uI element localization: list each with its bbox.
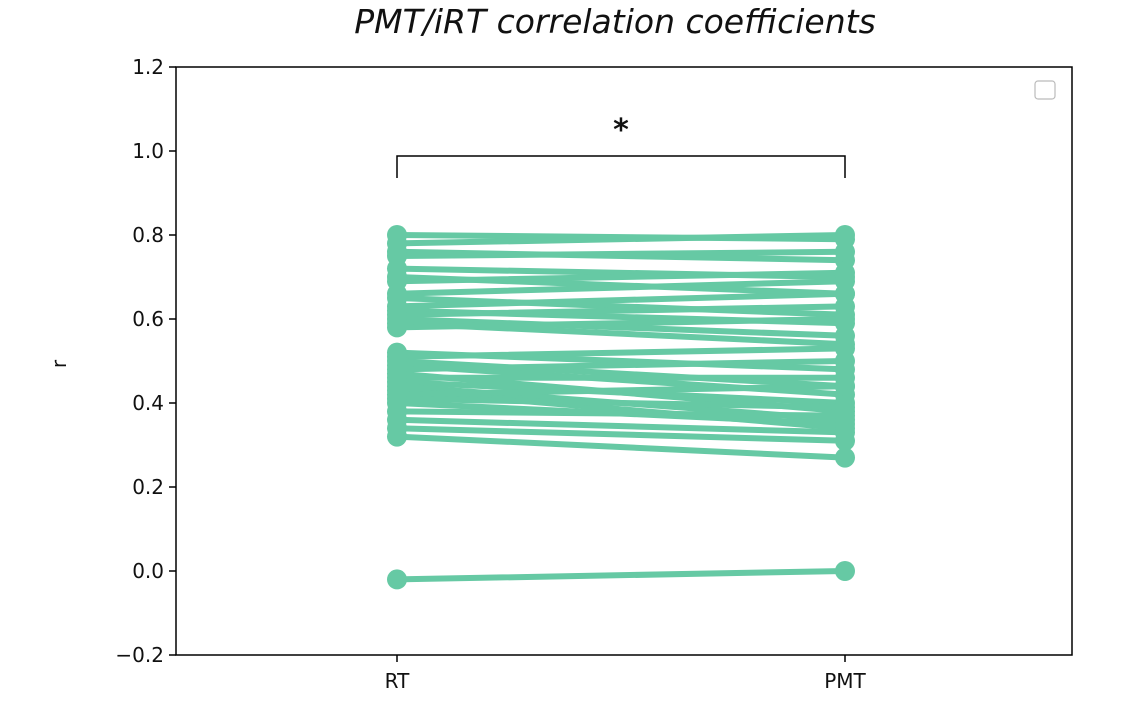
subject-line — [394, 316, 848, 331]
rt-point — [387, 569, 407, 590]
significance-bracket — [396, 155, 846, 178]
series-lines — [394, 232, 848, 583]
subject-line — [394, 416, 848, 436]
pmt-point — [835, 309, 855, 329]
subject-line — [394, 345, 848, 360]
x-tick-label: PMT — [824, 669, 866, 693]
plot-frame — [175, 66, 1073, 656]
pmt-point — [835, 405, 855, 426]
x-axis: RT PMT — [385, 655, 867, 693]
y-tick-label: 0.8 — [132, 223, 164, 247]
y-tick-label: 0.0 — [132, 559, 164, 583]
subject-line — [394, 425, 848, 444]
subject-line — [394, 395, 848, 411]
subject-line — [394, 232, 848, 247]
y-tick-label: 0.6 — [132, 307, 164, 331]
y-tick-label: 1.0 — [132, 139, 164, 163]
y-axis-label: r — [47, 359, 71, 368]
pmt-point — [835, 376, 855, 397]
y-tick-label: 0.2 — [132, 475, 164, 499]
subject-line — [394, 433, 848, 461]
x-tick-label: RT — [385, 669, 410, 693]
subject-line — [394, 278, 848, 297]
subject-line — [394, 303, 848, 318]
y-tick-label: 0.4 — [132, 391, 164, 415]
subject-line — [394, 295, 848, 318]
pmt-point — [835, 241, 855, 262]
subject-line — [394, 290, 848, 310]
y-tick-label: −0.2 — [115, 643, 164, 667]
subject-line — [394, 358, 848, 373]
subject-line — [394, 568, 848, 583]
subject-line — [394, 269, 848, 285]
legend-box[interactable] — [1034, 80, 1056, 100]
subject-line — [394, 248, 848, 259]
subject-line — [394, 383, 848, 398]
pmt-point — [835, 351, 855, 371]
y-tick-label: 1.2 — [132, 55, 164, 79]
pmt-point — [835, 430, 855, 451]
y-axis: −0.2 0.0 0.2 0.4 0.6 0.8 1.0 1.2 — [115, 55, 176, 667]
subject-line — [394, 408, 848, 419]
pmt-point — [835, 225, 855, 245]
rt-point — [387, 317, 407, 338]
series-points — [387, 225, 855, 590]
subject-line — [394, 316, 848, 339]
chart-title: PMT/iRT correlation coefficients — [354, 2, 876, 41]
significance-marker: * — [613, 113, 629, 148]
pmt-point — [835, 561, 855, 581]
rt-point — [387, 426, 407, 447]
pmt-point — [835, 447, 855, 468]
